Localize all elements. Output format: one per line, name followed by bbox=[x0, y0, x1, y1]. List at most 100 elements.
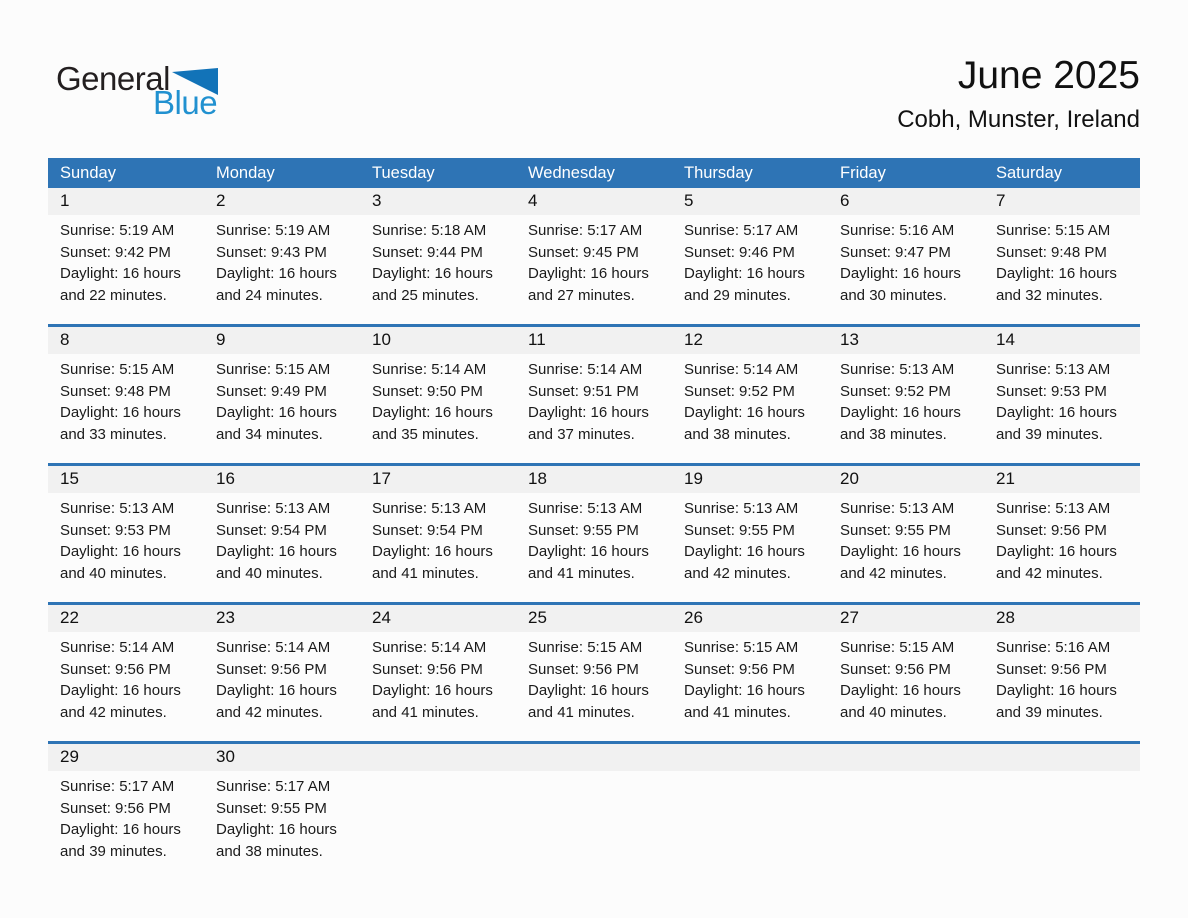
sunset-text: Sunset: 9:56 PM bbox=[60, 660, 171, 678]
day-cell-24: 24 Sunrise: 5:14 AM Sunset: 9:56 PM Dayligh… bbox=[360, 605, 516, 741]
daylight-text: Daylight: 16 hours and 40 minutes. bbox=[60, 543, 181, 582]
sunrise-text: Sunrise: 5:13 AM bbox=[528, 500, 643, 517]
sunset-text: Sunset: 9:47 PM bbox=[840, 243, 951, 261]
daylight-text: Daylight: 16 hours and 30 minutes. bbox=[840, 265, 961, 304]
day-details: Sunrise: 5:18 AM Sunset: 9:44 PM Daylight:… bbox=[360, 215, 516, 324]
day-details: Sunrise: 5:14 AM Sunset: 9:56 PM Daylight:… bbox=[360, 632, 516, 741]
empty-day-cell bbox=[672, 744, 828, 880]
day-cell-1: 1 Sunrise: 5:19 AM Sunset: 9:42 PM Daylight… bbox=[48, 188, 204, 324]
day-number: 6 bbox=[828, 188, 984, 215]
sunset-text: Sunset: 9:56 PM bbox=[996, 521, 1107, 539]
daylight-text: Daylight: 16 hours and 33 minutes. bbox=[60, 404, 181, 443]
sunset-text: Sunset: 9:43 PM bbox=[216, 243, 327, 261]
day-cell-30: 30 Sunrise: 5:17 AM Sunset: 9:55 PM Dayligh… bbox=[204, 744, 360, 880]
daylight-text: Daylight: 16 hours and 42 minutes. bbox=[216, 682, 337, 721]
day-cell-2: 2 Sunrise: 5:19 AM Sunset: 9:43 PM Daylight… bbox=[204, 188, 360, 324]
day-number: 17 bbox=[360, 466, 516, 493]
month-title: June 2025 bbox=[957, 54, 1140, 97]
daylight-text: Daylight: 16 hours and 41 minutes. bbox=[528, 682, 649, 721]
day-cell-9: 9 Sunrise: 5:15 AM Sunset: 9:49 PM Daylight… bbox=[204, 327, 360, 463]
day-cell-19: 19 Sunrise: 5:13 AM Sunset: 9:55 PM Dayligh… bbox=[672, 466, 828, 602]
day-number: 8 bbox=[48, 327, 204, 354]
day-number: 11 bbox=[516, 327, 672, 354]
day-details: Sunrise: 5:15 AM Sunset: 9:56 PM Daylight:… bbox=[516, 632, 672, 741]
day-cell-18: 18 Sunrise: 5:13 AM Sunset: 9:55 PM Dayligh… bbox=[516, 466, 672, 602]
day-cell-8: 8 Sunrise: 5:15 AM Sunset: 9:48 PM Daylight… bbox=[48, 327, 204, 463]
week-separator bbox=[48, 324, 1140, 327]
calendar-table: Sunday Monday Tuesday Wednesday Thursday Frid… bbox=[48, 158, 1140, 880]
logo-text-general: General bbox=[56, 60, 170, 97]
sunrise-text: Sunrise: 5:16 AM bbox=[996, 639, 1111, 656]
sunrise-text: Sunrise: 5:14 AM bbox=[60, 639, 175, 656]
sunrise-text: Sunrise: 5:19 AM bbox=[60, 222, 175, 239]
day-cell-4: 4 Sunrise: 5:17 AM Sunset: 9:45 PM Daylight… bbox=[516, 188, 672, 324]
day-number: 10 bbox=[360, 327, 516, 354]
day-details: Sunrise: 5:19 AM Sunset: 9:42 PM Daylight:… bbox=[48, 215, 204, 324]
daylight-text: Daylight: 16 hours and 39 minutes. bbox=[996, 682, 1117, 721]
day-details bbox=[984, 771, 1140, 880]
sunset-text: Sunset: 9:56 PM bbox=[996, 660, 1107, 678]
day-cell-20: 20 Sunrise: 5:13 AM Sunset: 9:55 PM Dayligh… bbox=[828, 466, 984, 602]
day-number: 25 bbox=[516, 605, 672, 632]
day-details: Sunrise: 5:15 AM Sunset: 9:56 PM Daylight:… bbox=[828, 632, 984, 741]
day-number bbox=[672, 744, 828, 771]
daylight-text: Daylight: 16 hours and 42 minutes. bbox=[996, 543, 1117, 582]
day-number: 19 bbox=[672, 466, 828, 493]
day-cell-21: 21 Sunrise: 5:13 AM Sunset: 9:56 PM Dayligh… bbox=[984, 466, 1140, 602]
weekday-header-row: Sunday Monday Tuesday Wednesday Thursday Frid… bbox=[48, 158, 1140, 188]
sunrise-text: Sunrise: 5:15 AM bbox=[840, 639, 955, 656]
sunrise-text: Sunrise: 5:13 AM bbox=[216, 500, 331, 517]
sunrise-text: Sunrise: 5:17 AM bbox=[684, 222, 799, 239]
day-details: Sunrise: 5:14 AM Sunset: 9:50 PM Daylight:… bbox=[360, 354, 516, 463]
title-block: June 2025 Cobh, Munster, Ireland bbox=[897, 54, 1140, 135]
sunset-text: Sunset: 9:51 PM bbox=[528, 382, 639, 400]
daylight-text: Daylight: 16 hours and 40 minutes. bbox=[216, 543, 337, 582]
day-details: Sunrise: 5:17 AM Sunset: 9:46 PM Daylight:… bbox=[672, 215, 828, 324]
sunset-text: Sunset: 9:44 PM bbox=[372, 243, 483, 261]
day-details: Sunrise: 5:14 AM Sunset: 9:56 PM Daylight:… bbox=[48, 632, 204, 741]
daylight-text: Daylight: 16 hours and 27 minutes. bbox=[528, 265, 649, 304]
day-number: 9 bbox=[204, 327, 360, 354]
sunset-text: Sunset: 9:54 PM bbox=[372, 521, 483, 539]
weekday-header-saturday: Saturday bbox=[996, 164, 1063, 182]
sunset-text: Sunset: 9:56 PM bbox=[60, 799, 171, 817]
day-details: Sunrise: 5:19 AM Sunset: 9:43 PM Daylight:… bbox=[204, 215, 360, 324]
day-cell-5: 5 Sunrise: 5:17 AM Sunset: 9:46 PM Daylight… bbox=[672, 188, 828, 324]
day-number bbox=[516, 744, 672, 771]
daylight-text: Daylight: 16 hours and 41 minutes. bbox=[372, 543, 493, 582]
sunrise-text: Sunrise: 5:13 AM bbox=[372, 500, 487, 517]
day-details: Sunrise: 5:13 AM Sunset: 9:53 PM Daylight:… bbox=[48, 493, 204, 602]
sunset-text: Sunset: 9:45 PM bbox=[528, 243, 639, 261]
day-cell-11: 11 Sunrise: 5:14 AM Sunset: 9:51 PM Dayligh… bbox=[516, 327, 672, 463]
sunset-text: Sunset: 9:56 PM bbox=[216, 660, 327, 678]
weekday-header-friday: Friday bbox=[840, 164, 886, 182]
day-number: 28 bbox=[984, 605, 1140, 632]
daylight-text: Daylight: 16 hours and 41 minutes. bbox=[528, 543, 649, 582]
sunset-text: Sunset: 9:50 PM bbox=[372, 382, 483, 400]
day-cell-28: 28 Sunrise: 5:16 AM Sunset: 9:56 PM Dayligh… bbox=[984, 605, 1140, 741]
day-number: 13 bbox=[828, 327, 984, 354]
empty-day-cell bbox=[360, 744, 516, 880]
day-number bbox=[360, 744, 516, 771]
day-number bbox=[984, 744, 1140, 771]
day-details: Sunrise: 5:13 AM Sunset: 9:55 PM Daylight:… bbox=[672, 493, 828, 602]
day-number: 20 bbox=[828, 466, 984, 493]
week-row-2: 8 Sunrise: 5:15 AM Sunset: 9:48 PM Daylight… bbox=[48, 327, 1140, 463]
sunrise-text: Sunrise: 5:17 AM bbox=[216, 778, 331, 795]
sunset-text: Sunset: 9:49 PM bbox=[216, 382, 327, 400]
sunset-text: Sunset: 9:53 PM bbox=[996, 382, 1107, 400]
sunset-text: Sunset: 9:55 PM bbox=[840, 521, 951, 539]
sunrise-text: Sunrise: 5:14 AM bbox=[216, 639, 331, 656]
week-separator bbox=[48, 463, 1140, 466]
day-cell-27: 27 Sunrise: 5:15 AM Sunset: 9:56 PM Dayligh… bbox=[828, 605, 984, 741]
weekday-header-thursday: Thursday bbox=[684, 164, 753, 182]
sunrise-text: Sunrise: 5:17 AM bbox=[528, 222, 643, 239]
day-cell-26: 26 Sunrise: 5:15 AM Sunset: 9:56 PM Dayligh… bbox=[672, 605, 828, 741]
day-details: Sunrise: 5:13 AM Sunset: 9:53 PM Daylight:… bbox=[984, 354, 1140, 463]
day-details bbox=[672, 771, 828, 880]
location-subtitle: Cobh, Munster, Ireland bbox=[897, 106, 1140, 133]
day-details: Sunrise: 5:14 AM Sunset: 9:52 PM Daylight:… bbox=[672, 354, 828, 463]
daylight-text: Daylight: 16 hours and 24 minutes. bbox=[216, 265, 337, 304]
week-row-1: 1 Sunrise: 5:19 AM Sunset: 9:42 PM Daylight… bbox=[48, 188, 1140, 324]
day-cell-25: 25 Sunrise: 5:15 AM Sunset: 9:56 PM Dayligh… bbox=[516, 605, 672, 741]
